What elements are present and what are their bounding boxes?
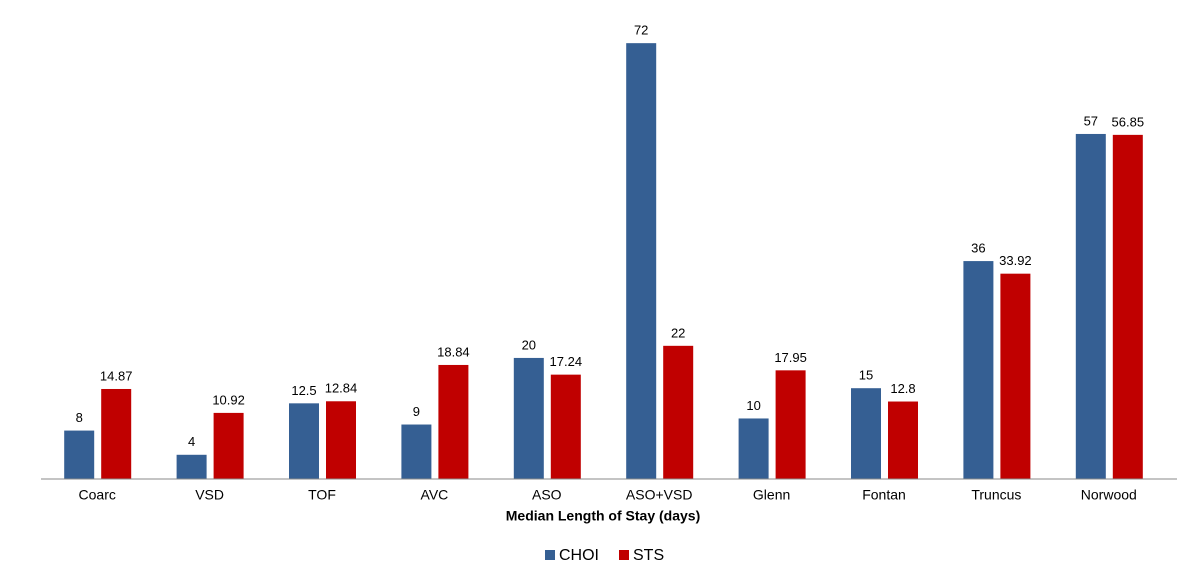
bar (176, 454, 207, 479)
x-axis-title: Median Length of Stay (days) (506, 508, 700, 524)
bar (888, 401, 918, 479)
data-label: 17.95 (774, 350, 807, 365)
bar (326, 401, 356, 479)
x-tick-label: ASO (532, 487, 562, 503)
x-tick-label: AVC (421, 487, 449, 503)
data-label: 10.92 (212, 392, 245, 407)
x-tick-label: Truncus (971, 487, 1021, 503)
x-tick-label: Norwood (1081, 487, 1137, 503)
data-label: 17.24 (550, 354, 583, 369)
data-label: 9 (413, 404, 420, 419)
data-label: 57 (1084, 113, 1098, 128)
bar (438, 364, 469, 479)
bar (64, 430, 95, 479)
data-label: 20 (522, 337, 536, 352)
x-tick-label: Coarc (79, 487, 116, 503)
x-tick-label: TOF (308, 487, 336, 503)
data-label: 72 (634, 23, 648, 38)
x-tick-label: Fontan (862, 487, 906, 503)
bar (550, 374, 581, 479)
bar (101, 388, 132, 479)
x-tick-label: ASO+VSD (626, 487, 693, 503)
bar (963, 261, 994, 479)
x-tick-label: VSD (195, 487, 224, 503)
bar (851, 388, 881, 479)
data-label: 33.92 (999, 253, 1032, 268)
data-label: 14.87 (100, 368, 133, 383)
x-tick-label: Glenn (753, 487, 790, 503)
data-label: 22 (671, 325, 685, 340)
data-label: 18.84 (437, 344, 470, 359)
bar (289, 403, 319, 479)
data-label: 56.85 (1112, 114, 1145, 129)
data-label: 8 (76, 410, 83, 425)
bar (213, 412, 244, 479)
bar (1075, 133, 1106, 479)
legend-label: CHOI (559, 547, 599, 564)
bar (513, 357, 544, 479)
bar (1000, 273, 1031, 479)
bar (738, 418, 769, 479)
bar (626, 43, 657, 479)
data-label: 4 (188, 434, 195, 449)
data-label: 12.84 (325, 381, 358, 396)
legend-label: STS (633, 547, 664, 564)
bar (401, 424, 432, 479)
legend-swatch (545, 550, 555, 560)
bar (663, 345, 694, 479)
data-label: 10 (746, 398, 760, 413)
bar (1112, 134, 1143, 480)
data-label: 12.5 (291, 383, 316, 398)
data-label: 12.8 (890, 381, 915, 396)
legend-swatch (619, 550, 629, 560)
data-label: 15 (859, 368, 873, 383)
data-label: 36 (971, 241, 985, 256)
bar (775, 370, 806, 479)
